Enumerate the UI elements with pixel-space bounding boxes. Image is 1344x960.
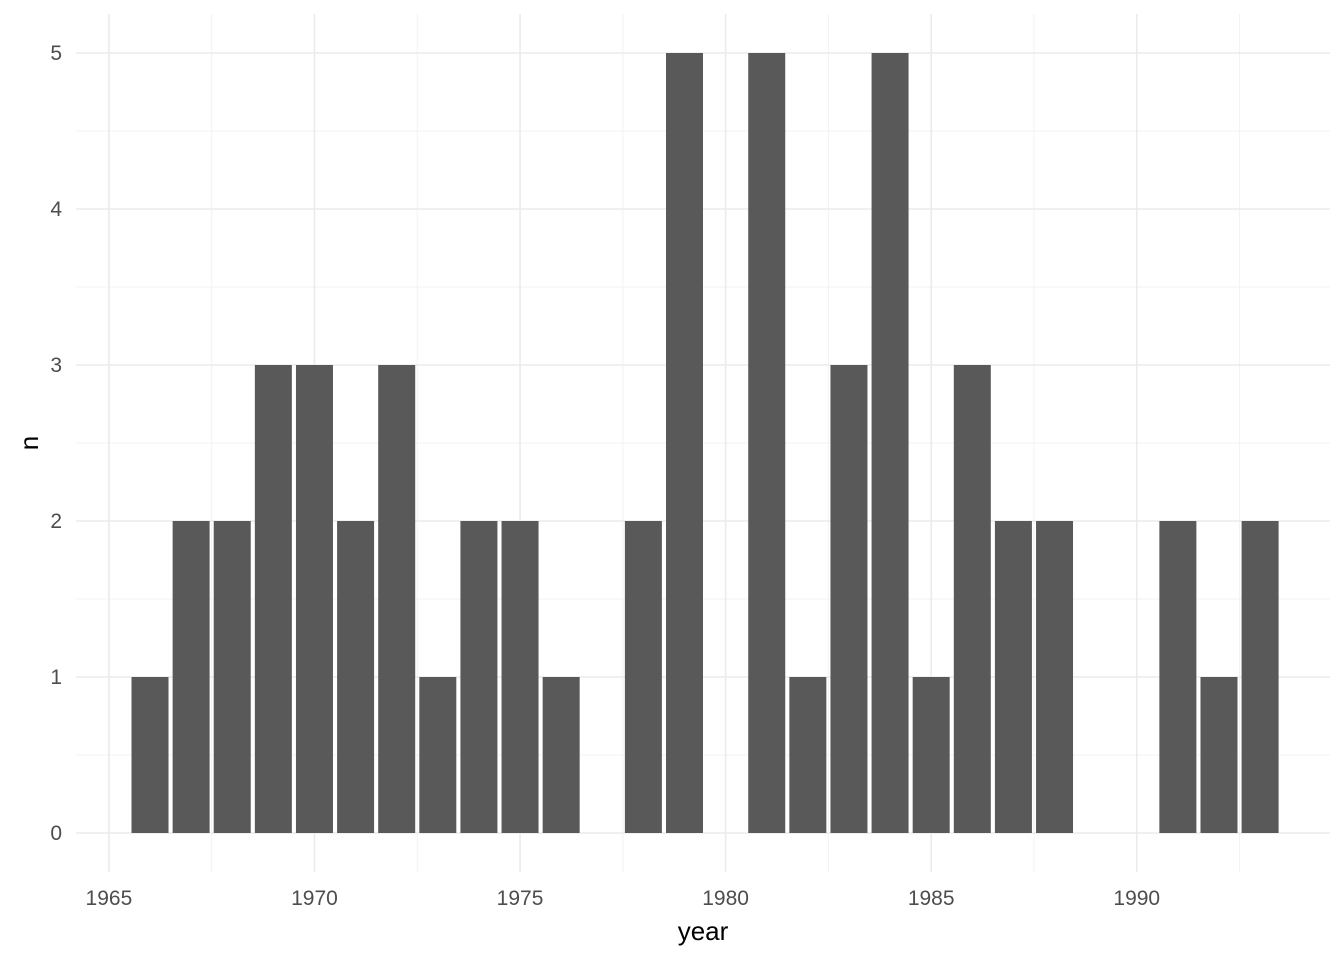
x-tick-label: 1970: [291, 887, 338, 910]
bar-1987: [994, 521, 1032, 833]
x-tick-label: 1975: [497, 887, 544, 910]
bar-1981: [748, 53, 786, 833]
x-tick-label: 1980: [702, 887, 749, 910]
y-tick-label: 1: [50, 666, 62, 689]
bar-1968: [213, 521, 251, 833]
bar-1967: [172, 521, 210, 833]
bar-1984: [871, 53, 909, 833]
bar-1975: [501, 521, 539, 833]
bar-1985: [912, 677, 950, 833]
x-tick-label: 1965: [86, 887, 133, 910]
y-axis-tick-labels: 0 1 2 3 4 5: [50, 42, 62, 845]
bar-1974: [460, 521, 498, 833]
bar-1973: [419, 677, 457, 833]
bars: [131, 53, 1279, 833]
x-tick-label: 1985: [908, 887, 955, 910]
bar-1976: [542, 677, 580, 833]
bar-1983: [830, 365, 868, 833]
y-tick-label: 5: [50, 42, 62, 65]
y-tick-label: 4: [50, 198, 62, 221]
bar-1966: [131, 677, 169, 833]
x-axis-title: year: [678, 916, 729, 946]
bar-1972: [378, 365, 416, 833]
bar-1991: [1159, 521, 1197, 833]
x-axis-tick-labels: 1965 1970 1975 1980 1985 1990: [86, 887, 1161, 910]
bar-1992: [1200, 677, 1238, 833]
bar-1982: [789, 677, 827, 833]
y-axis-title: n: [14, 436, 44, 450]
bar-1993: [1241, 521, 1279, 833]
bar-1986: [953, 365, 991, 833]
bar-1988: [1036, 521, 1074, 833]
bar-1971: [337, 521, 375, 833]
x-tick-label: 1990: [1113, 887, 1160, 910]
y-tick-label: 3: [50, 354, 62, 377]
y-tick-label: 0: [50, 822, 62, 845]
bar-1978: [624, 521, 662, 833]
bar-1979: [665, 53, 703, 833]
bar-1970: [295, 365, 333, 833]
bar-1969: [254, 365, 292, 833]
y-tick-label: 2: [50, 510, 62, 533]
